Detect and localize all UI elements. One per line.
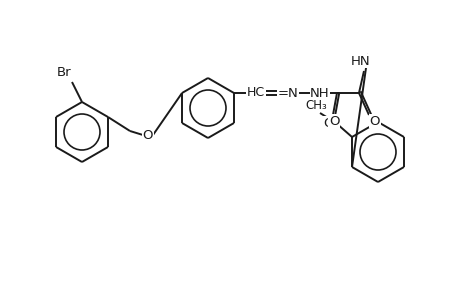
Text: O: O — [328, 115, 339, 128]
Text: =N: =N — [277, 86, 298, 100]
Text: HN: HN — [350, 55, 370, 68]
Text: NH: NH — [309, 86, 329, 100]
Text: O: O — [369, 115, 380, 128]
Text: O: O — [323, 116, 334, 130]
Text: Br: Br — [56, 65, 71, 79]
Text: CH₃: CH₃ — [304, 98, 326, 112]
Text: HC: HC — [246, 85, 264, 98]
Text: O: O — [142, 128, 153, 142]
